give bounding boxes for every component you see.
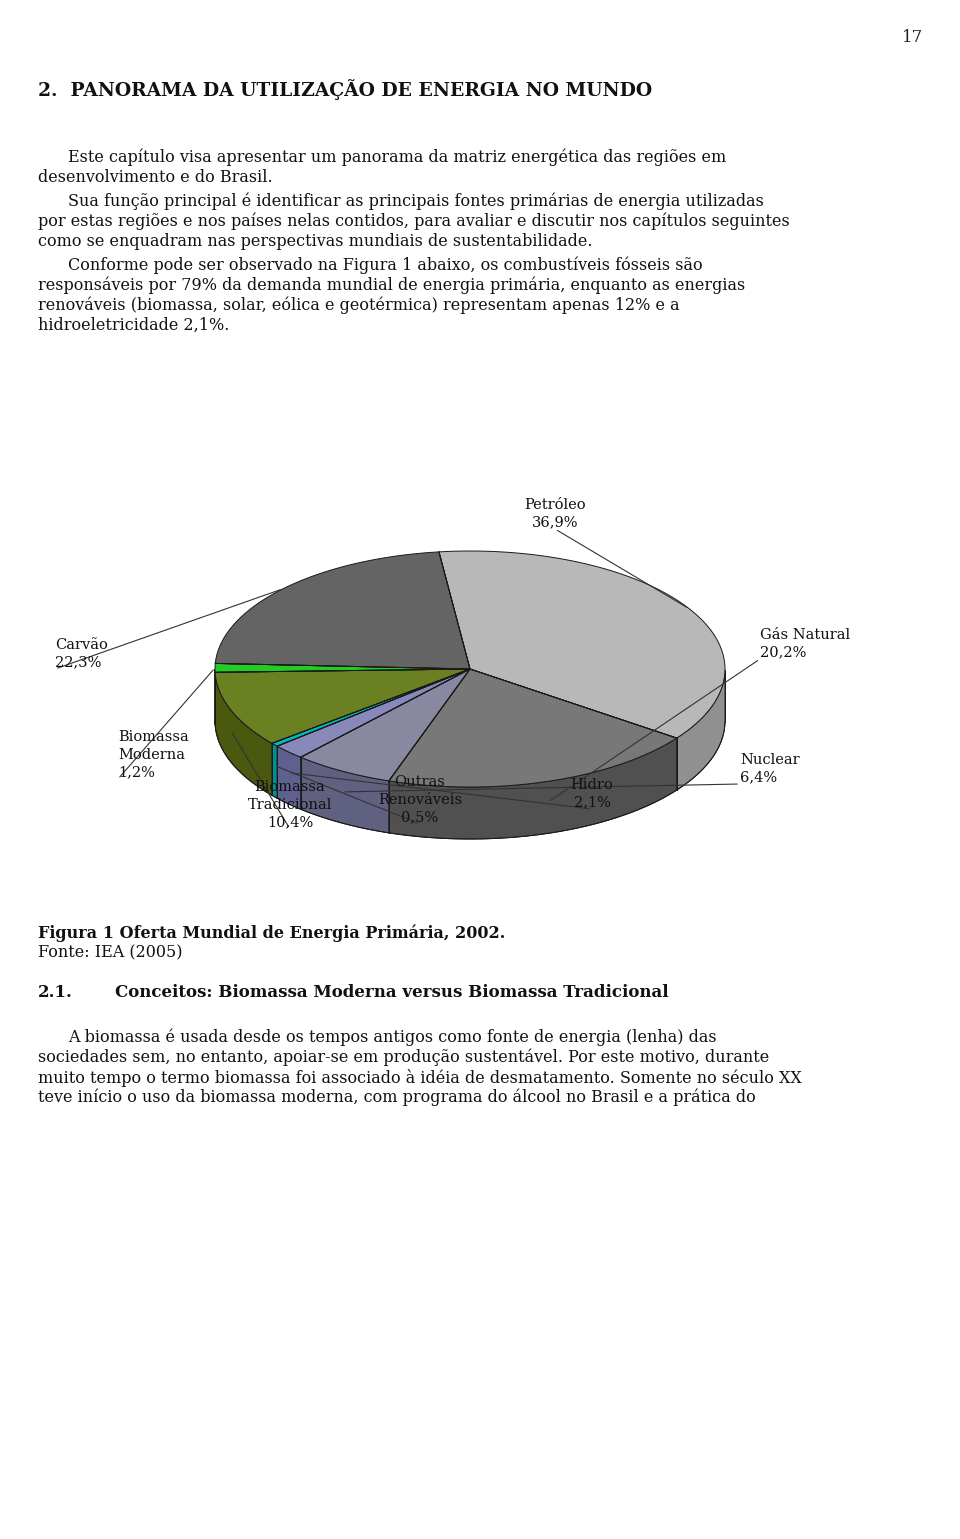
Text: Hidro
2,1%: Hidro 2,1% xyxy=(570,777,613,810)
Text: A biomassa é usada desde os tempos antigos como fonte de energia (lenha) das: A biomassa é usada desde os tempos antig… xyxy=(68,1030,716,1047)
Polygon shape xyxy=(272,669,470,746)
Text: 17: 17 xyxy=(902,29,924,46)
Text: Conceitos: Biomassa Moderna versus Biomassa Tradicional: Conceitos: Biomassa Moderna versus Bioma… xyxy=(115,983,668,1000)
Text: Este capítulo visa apresentar um panorama da matriz energética das regiões em: Este capítulo visa apresentar um panoram… xyxy=(68,149,727,166)
Polygon shape xyxy=(389,669,677,786)
Text: Outras
Renováveis
0,5%: Outras Renováveis 0,5% xyxy=(378,776,462,823)
Polygon shape xyxy=(389,739,677,839)
Text: hidroeletricidade 2,1%.: hidroeletricidade 2,1%. xyxy=(38,317,229,334)
Text: responsáveis por 79% da demanda mundial de energia primária, enquanto as energia: responsáveis por 79% da demanda mundial … xyxy=(38,277,745,294)
Text: como se enquadram nas perspectivas mundiais de sustentabilidade.: como se enquadram nas perspectivas mundi… xyxy=(38,232,592,249)
Text: Carvão
22,3%: Carvão 22,3% xyxy=(55,637,108,669)
Polygon shape xyxy=(677,669,725,790)
Polygon shape xyxy=(215,669,470,743)
Text: renováveis (biomassa, solar, eólica e geotérmica) representam apenas 12% e a: renováveis (biomassa, solar, eólica e ge… xyxy=(38,297,680,314)
Text: Biomassa
Tradicional
10,4%: Biomassa Tradicional 10,4% xyxy=(248,780,332,830)
Text: sociedades sem, no entanto, apoiar-se em produção sustentável. Por este motivo, : sociedades sem, no entanto, apoiar-se em… xyxy=(38,1050,769,1067)
Text: 2.  PANORAMA DA UTILIZAÇÃO DE ENERGIA NO MUNDO: 2. PANORAMA DA UTILIZAÇÃO DE ENERGIA NO … xyxy=(38,78,652,100)
Text: Biomassa
Moderna
1,2%: Biomassa Moderna 1,2% xyxy=(118,731,189,779)
Polygon shape xyxy=(215,673,272,796)
Text: desenvolvimento e do Brasil.: desenvolvimento e do Brasil. xyxy=(38,169,273,186)
Text: Nuclear
6,4%: Nuclear 6,4% xyxy=(740,753,800,783)
Polygon shape xyxy=(300,669,470,780)
Polygon shape xyxy=(215,663,470,673)
Text: Petróleo
36,9%: Petróleo 36,9% xyxy=(524,497,586,529)
Polygon shape xyxy=(300,757,389,833)
Text: Conforme pode ser observado na Figura 1 abaixo, os combustíveis fósseis são: Conforme pode ser observado na Figura 1 … xyxy=(68,257,703,274)
Text: por estas regiões e nos países nelas contidos, para avaliar e discutir nos capít: por estas regiões e nos países nelas con… xyxy=(38,212,790,231)
Polygon shape xyxy=(277,669,470,757)
Polygon shape xyxy=(277,746,300,810)
Text: Gás Natural
20,2%: Gás Natural 20,2% xyxy=(760,628,851,659)
Text: Sua função principal é identificar as principais fontes primárias de energia uti: Sua função principal é identificar as pr… xyxy=(68,192,764,211)
Text: 2.1.: 2.1. xyxy=(38,983,73,1000)
Text: Figura 1 Oferta Mundial de Energia Primária, 2002.: Figura 1 Oferta Mundial de Energia Primá… xyxy=(38,923,505,942)
Polygon shape xyxy=(272,743,277,799)
Text: Fonte: IEA (2005): Fonte: IEA (2005) xyxy=(38,943,182,960)
Text: teve início o uso da biomassa moderna, com programa do álcool no Brasil e a prát: teve início o uso da biomassa moderna, c… xyxy=(38,1090,756,1107)
Polygon shape xyxy=(215,553,470,669)
Text: muito tempo o termo biomassa foi associado à idéia de desmatamento. Somente no s: muito tempo o termo biomassa foi associa… xyxy=(38,1070,802,1087)
Polygon shape xyxy=(439,551,725,739)
